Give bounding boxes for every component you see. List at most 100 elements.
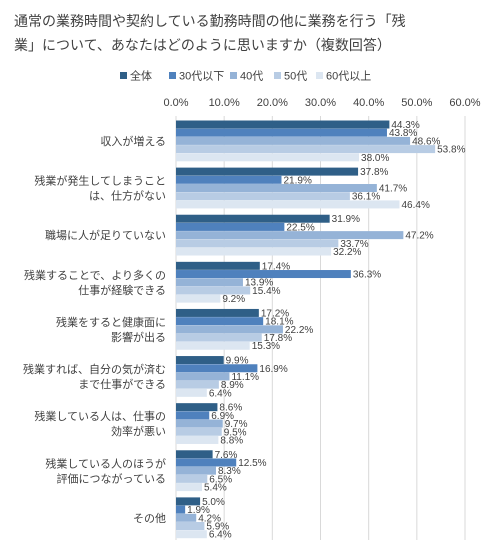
bar <box>176 521 205 530</box>
legend-swatch <box>316 72 323 79</box>
category-label: 収入が増える <box>100 134 166 148</box>
data-label: 21.9% <box>283 175 311 186</box>
data-label: 33.7% <box>340 239 368 250</box>
data-label: 22.2% <box>285 325 313 336</box>
bar <box>176 214 330 223</box>
bar <box>176 192 350 201</box>
data-label: 37.8% <box>360 167 388 178</box>
category-label: その他 <box>133 512 166 525</box>
data-label: 8.3% <box>218 466 241 477</box>
data-label: 8.6% <box>219 403 242 414</box>
x-tick-label: 60.0% <box>449 97 480 109</box>
category-label: 残業している人は、仕事の <box>34 409 166 423</box>
data-label: 44.3% <box>391 120 419 131</box>
data-label: 36.3% <box>353 270 381 281</box>
bar <box>176 356 224 365</box>
bar <box>176 388 207 397</box>
category-label: 職場に人が足りていない <box>45 228 166 242</box>
data-label: 6.5% <box>209 474 232 485</box>
data-label: 1.9% <box>187 505 210 516</box>
bar <box>176 450 213 459</box>
bar <box>176 403 218 412</box>
data-label: 8.9% <box>221 380 244 391</box>
data-label: 41.7% <box>379 184 407 195</box>
category-label: 残業すれば、自分の気が済む <box>23 362 166 376</box>
data-label: 8.8% <box>220 435 243 446</box>
legend-swatch <box>120 72 127 79</box>
data-label: 9.9% <box>226 356 249 367</box>
data-label: 46.4% <box>401 200 429 211</box>
data-label: 13.9% <box>245 278 273 289</box>
data-label: 15.4% <box>252 286 280 297</box>
x-tick-label: 30.0% <box>305 97 336 109</box>
bar <box>176 239 339 248</box>
x-tick-label: 10.0% <box>209 97 240 109</box>
bar <box>176 325 283 334</box>
category-label: は、仕方がない <box>89 189 166 203</box>
chart-title-line: 業」について、あなたはどのように思いますか（複数回答） <box>14 37 391 53</box>
bar <box>176 483 203 492</box>
bar <box>176 184 377 193</box>
x-tick-label: 40.0% <box>353 97 384 109</box>
bar <box>176 364 258 373</box>
data-label: 6.4% <box>209 388 232 399</box>
bar <box>176 530 207 539</box>
bar <box>176 136 411 145</box>
bar <box>176 308 259 317</box>
data-label: 4.2% <box>198 513 221 524</box>
category-label: 残業をすると健康面に <box>56 315 166 329</box>
category-label: 影響が出る <box>111 330 166 344</box>
data-label: 32.2% <box>333 247 361 258</box>
data-label: 5.4% <box>204 483 227 494</box>
bar <box>176 317 264 326</box>
category-labels: 収入が増える残業が発生してしまうことは、仕方がない職場に人が足りていない残業する… <box>23 134 166 525</box>
data-label: 9.5% <box>224 427 247 438</box>
category-label: 仕事が経験できる <box>78 283 166 297</box>
data-label: 17.8% <box>264 333 292 344</box>
data-label: 11.1% <box>231 372 259 383</box>
data-label: 5.0% <box>202 497 225 508</box>
bar <box>176 427 222 436</box>
bar <box>176 474 208 483</box>
data-label: 17.2% <box>261 308 289 319</box>
legend-label: 全体 <box>130 69 152 83</box>
data-label: 9.2% <box>222 294 245 305</box>
bar <box>176 286 251 295</box>
bar <box>176 294 221 303</box>
category-label: 評価につながっている <box>57 471 166 485</box>
chart-title-line: 通常の業務時間や契約している勤務時間の他に業務を行う「残 <box>14 13 406 29</box>
data-label: 31.9% <box>332 214 360 225</box>
bar <box>176 419 223 428</box>
x-tick-label: 0.0% <box>163 97 188 109</box>
data-label: 36.1% <box>352 192 380 203</box>
category-label: まで仕事ができる <box>78 377 166 391</box>
bar <box>176 222 285 231</box>
bar <box>176 247 332 256</box>
bar <box>176 270 351 279</box>
bar <box>176 372 230 381</box>
data-label: 15.3% <box>252 341 280 352</box>
bar <box>176 128 387 137</box>
legend-swatch <box>169 72 176 79</box>
bar <box>176 200 400 209</box>
bar <box>176 497 201 506</box>
bar <box>176 333 262 342</box>
bar <box>176 341 250 350</box>
data-label: 7.6% <box>215 450 238 461</box>
data-label: 16.9% <box>259 364 287 375</box>
bar <box>176 175 282 184</box>
bar <box>176 458 237 467</box>
data-label: 6.4% <box>209 530 232 541</box>
data-label: 47.2% <box>405 231 433 242</box>
bar <box>176 466 216 475</box>
legend-label: 50代 <box>284 70 307 83</box>
data-labels: 44.3%43.8%48.6%53.8% 38.0% 37.8% 21.9% 41.7%… <box>187 120 465 541</box>
bar <box>176 505 186 514</box>
bar <box>176 153 360 162</box>
x-tick-label: 50.0% <box>401 97 432 109</box>
data-label: 43.8% <box>389 128 417 139</box>
legend-swatch <box>230 72 237 79</box>
category-label: 効率が悪い <box>111 424 166 438</box>
data-label: 5.9% <box>206 521 229 532</box>
